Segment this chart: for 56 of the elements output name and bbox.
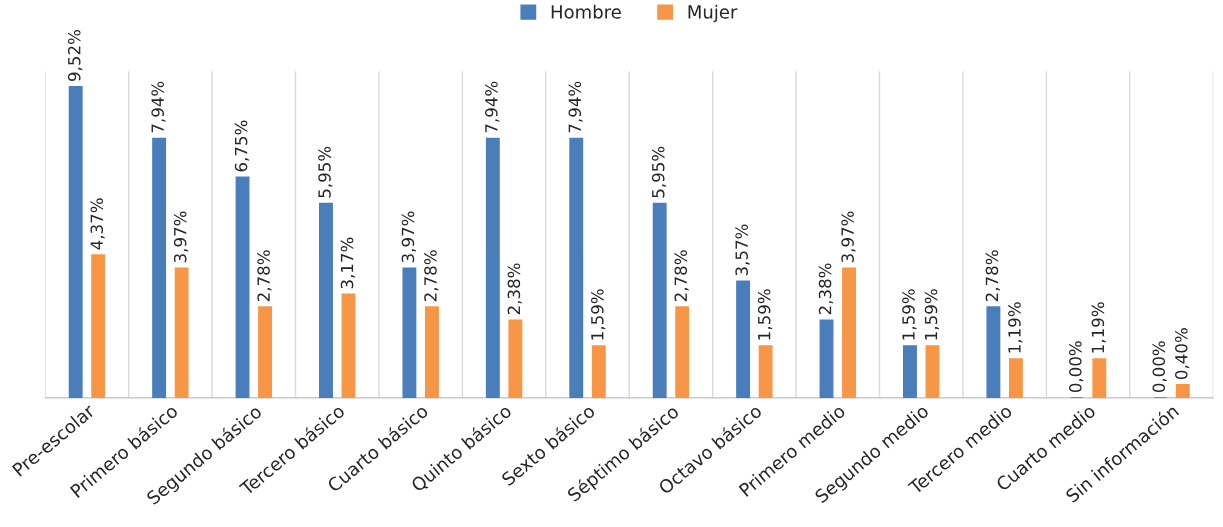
bar bbox=[986, 306, 1001, 398]
bar bbox=[903, 345, 917, 398]
bar bbox=[258, 306, 273, 398]
bar bbox=[1008, 358, 1023, 398]
data-label: 3,97% bbox=[841, 211, 856, 263]
data-label: 2,78% bbox=[257, 250, 272, 302]
bar bbox=[1175, 384, 1190, 398]
data-label: 2,78% bbox=[985, 250, 1000, 302]
data-label: 0,40% bbox=[1174, 328, 1190, 380]
data-label: 3,17% bbox=[340, 237, 356, 289]
data-label: 1,59% bbox=[902, 289, 917, 340]
bar bbox=[758, 345, 773, 398]
data-label: 0,00% bbox=[1152, 341, 1167, 393]
bar bbox=[319, 202, 333, 398]
bar bbox=[485, 137, 500, 398]
data-label: 1,19% bbox=[1008, 302, 1023, 353]
data-label: 5,95% bbox=[651, 146, 667, 198]
bar bbox=[402, 267, 417, 398]
data-label: 1,59% bbox=[924, 289, 940, 340]
bar bbox=[1092, 358, 1107, 398]
bar bbox=[652, 202, 667, 398]
bar bbox=[925, 345, 940, 398]
data-label: 2,38% bbox=[818, 263, 834, 315]
bar bbox=[68, 86, 83, 398]
data-label: 3,97% bbox=[401, 211, 416, 263]
bar bbox=[174, 267, 189, 398]
data-label: 6,75% bbox=[234, 120, 250, 172]
data-label: 1,19% bbox=[1091, 302, 1106, 353]
data-label: 2,78% bbox=[674, 250, 689, 302]
data-label: 7,94% bbox=[485, 81, 500, 133]
data-label: 3,97% bbox=[173, 211, 189, 263]
data-label: 1,59% bbox=[591, 289, 606, 340]
bar bbox=[842, 267, 857, 398]
data-label: 4,37% bbox=[90, 198, 105, 250]
bar bbox=[424, 306, 439, 398]
bar bbox=[235, 176, 250, 398]
data-label: 2,78% bbox=[424, 250, 439, 302]
data-label: 5,95% bbox=[318, 146, 333, 198]
bar bbox=[736, 280, 751, 398]
data-label: 9,52% bbox=[67, 30, 83, 81]
legend-label: Hombre bbox=[551, 4, 621, 19]
bar bbox=[91, 254, 106, 398]
legend-label: Mujer bbox=[688, 4, 738, 23]
data-label: 7,94% bbox=[568, 81, 583, 133]
data-label: 7,94% bbox=[151, 81, 166, 133]
bar bbox=[819, 319, 834, 398]
data-label: 0,00% bbox=[1069, 341, 1084, 393]
bar bbox=[508, 319, 523, 398]
data-label: 3,57% bbox=[735, 224, 750, 276]
bar bbox=[341, 293, 356, 398]
data-label: 1,59% bbox=[757, 289, 773, 340]
data-label: 2,38% bbox=[507, 263, 522, 315]
bar bbox=[152, 137, 167, 398]
bar bbox=[675, 306, 690, 398]
bar bbox=[569, 137, 584, 398]
bar bbox=[591, 345, 606, 398]
